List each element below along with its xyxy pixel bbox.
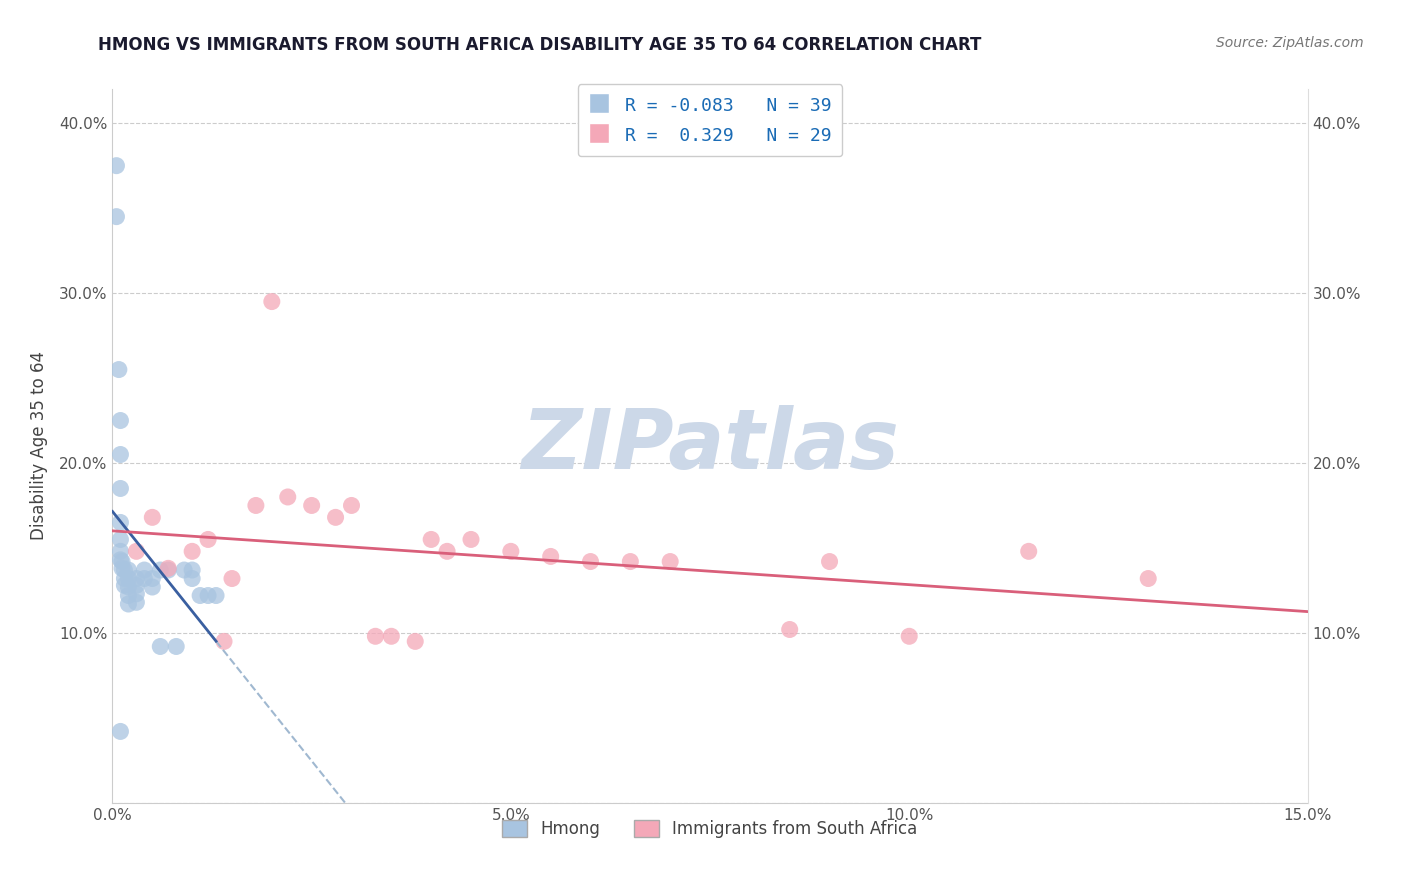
Point [108,362,131,376]
Point [364,629,387,643]
Point [110,553,132,567]
Y-axis label: Disability Age 35 to 64: Disability Age 35 to 64 [30,351,48,541]
Point [114,578,135,592]
Point [1018,544,1040,558]
Legend: Hmong, Immigrants from South Africa: Hmong, Immigrants from South Africa [496,813,924,845]
Point [157,563,180,577]
Point [134,572,156,586]
Text: Source: ZipAtlas.com: Source: ZipAtlas.com [1216,36,1364,50]
Point [818,555,841,569]
Point [110,413,132,427]
Point [659,555,682,569]
Point [117,580,139,594]
Point [325,510,347,524]
Point [197,533,219,547]
Text: ZIPatlas: ZIPatlas [522,406,898,486]
Point [436,544,458,558]
Point [540,549,562,564]
Point [141,510,163,524]
Point [212,634,235,648]
Point [111,561,134,575]
Point [779,623,801,637]
Point [105,210,128,224]
Point [110,544,132,558]
Point [181,563,204,577]
Point [579,555,602,569]
Point [134,563,156,577]
Point [188,589,211,603]
Point [619,555,641,569]
Point [197,589,219,603]
Point [125,544,148,558]
Point [221,572,243,586]
Point [173,563,195,577]
Point [125,595,148,609]
Point [110,724,132,739]
Point [110,448,132,462]
Point [125,578,148,592]
Point [898,629,921,643]
Point [117,597,139,611]
Point [499,544,522,558]
Point [181,544,204,558]
Point [105,159,128,173]
Text: HMONG VS IMMIGRANTS FROM SOUTH AFRICA DISABILITY AGE 35 TO 64 CORRELATION CHART: HMONG VS IMMIGRANTS FROM SOUTH AFRICA DI… [98,36,981,54]
Point [117,572,139,586]
Point [125,572,148,586]
Point [149,640,172,654]
Point [110,482,132,496]
Point [110,516,132,530]
Point [181,572,204,586]
Point [205,589,228,603]
Point [245,499,267,513]
Point [340,499,363,513]
Point [157,561,180,575]
Point [125,587,148,601]
Point [110,533,132,547]
Point [380,629,402,643]
Point [404,634,426,648]
Point [117,589,139,603]
Point [277,490,299,504]
Point [301,499,323,513]
Point [420,533,443,547]
Point [141,580,163,594]
Point [1137,572,1160,586]
Point [141,572,163,586]
Point [260,294,283,309]
Point [111,555,134,569]
Point [117,563,139,577]
Point [114,563,135,577]
Point [165,640,187,654]
Point [114,572,135,586]
Point [460,533,482,547]
Point [149,563,172,577]
